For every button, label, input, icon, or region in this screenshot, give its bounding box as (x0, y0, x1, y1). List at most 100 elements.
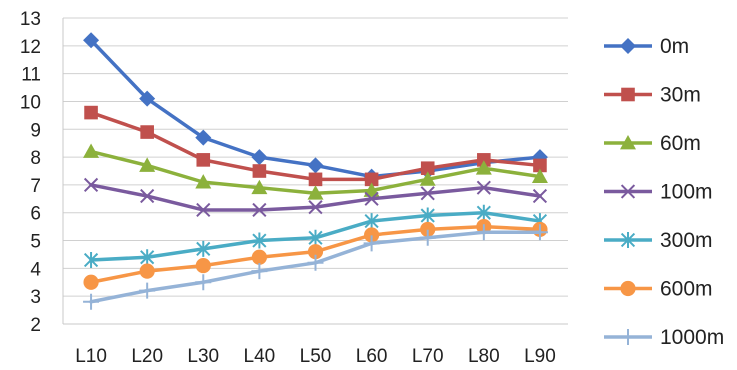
data-point (140, 125, 154, 139)
series-30m (84, 105, 547, 187)
data-point (419, 171, 436, 186)
x-tick-label: L20 (131, 346, 163, 367)
data-point (476, 204, 491, 221)
data-point (363, 235, 380, 252)
x-tick-label: L40 (244, 346, 276, 367)
data-point (139, 157, 156, 172)
data-point (364, 227, 380, 243)
data-point (195, 174, 212, 189)
data-point (420, 207, 435, 224)
data-point (251, 263, 268, 280)
data-point (364, 172, 379, 187)
axes (62, 18, 568, 325)
y-tick-label: 6 (30, 204, 41, 225)
legend: 0m 30m 60m 100m 300m 600m 1000m (604, 35, 724, 349)
legend-item: 0m (604, 35, 689, 58)
data-point (420, 186, 435, 201)
data-point (364, 213, 379, 230)
y-tick-label: 8 (30, 148, 41, 169)
data-point (307, 254, 324, 271)
data-point (139, 282, 156, 299)
data-point (307, 244, 324, 260)
data-point (420, 161, 435, 176)
x-axis-ticks: L10 L20 L30 L40 L50 L60 L70 L80 L90 (75, 346, 556, 367)
legend-label: 100m (660, 181, 713, 204)
x-tick-label: L50 (300, 346, 332, 367)
data-point (195, 257, 211, 274)
data-point (84, 105, 98, 120)
data-point (83, 32, 100, 49)
data-point (251, 249, 267, 265)
x-tick-label: L70 (412, 346, 444, 367)
data-point (196, 240, 211, 257)
data-point (83, 293, 100, 310)
data-point (533, 158, 547, 173)
data-point (195, 129, 212, 146)
x-tick-label: L10 (75, 346, 107, 367)
y-tick-label: 5 (30, 232, 41, 253)
data-point (83, 252, 99, 269)
data-point (307, 185, 324, 200)
y-tick-label: 10 (20, 92, 41, 113)
data-point (195, 274, 212, 291)
data-point (531, 168, 548, 183)
data-point (252, 202, 267, 218)
legend-item: 100m (604, 181, 713, 204)
data-point (307, 157, 324, 174)
data-point (476, 180, 491, 195)
legend-label: 30m (660, 84, 701, 107)
data-point (620, 232, 636, 248)
data-point (475, 224, 492, 241)
data-point (419, 229, 436, 246)
data-point (308, 172, 323, 187)
x-tick-label: L90 (524, 346, 556, 367)
y-tick-label: 11 (21, 65, 41, 86)
series-600m (83, 219, 548, 290)
data-point (251, 149, 268, 166)
legend-label: 1000m (660, 326, 724, 349)
data-point (83, 177, 99, 193)
data-point (620, 184, 636, 199)
y-tick-label: 4 (30, 259, 41, 280)
legend-item: 300m (604, 229, 713, 252)
data-point (308, 200, 323, 215)
legend-label: 300m (660, 229, 713, 252)
y-tick-label: 12 (20, 37, 41, 58)
x-tick-label: L80 (468, 346, 500, 367)
x-tick-label: L30 (187, 346, 219, 367)
data-point (531, 224, 548, 241)
y-axis-ticks: 2 3 4 5 6 7 8 9 10 11 12 13 (20, 9, 42, 336)
data-point (420, 221, 436, 238)
legend-item: 30m (604, 84, 701, 107)
data-point (620, 280, 636, 297)
data-point (364, 191, 379, 206)
data-point (140, 249, 155, 266)
data-point (196, 202, 211, 218)
data-point (252, 164, 267, 178)
data-point (475, 160, 492, 175)
data-point (140, 188, 155, 204)
data-point (621, 87, 635, 102)
y-tick-label: 3 (30, 287, 41, 308)
data-point (532, 188, 548, 204)
legend-item: 600m (604, 278, 713, 301)
y-tick-label: 9 (30, 120, 41, 141)
legend-label: 600m (660, 278, 713, 301)
data-point (252, 232, 267, 249)
data-point (308, 229, 323, 246)
legend-label: 60m (660, 132, 701, 155)
data-point (620, 135, 636, 150)
data-point (196, 153, 211, 167)
y-tick-label: 2 (30, 315, 41, 336)
data-point (363, 182, 380, 197)
data-point (251, 179, 268, 195)
y-tick-label: 7 (30, 176, 41, 197)
y-tick-label: 13 (20, 9, 41, 30)
data-point (620, 329, 636, 345)
series-100m (83, 177, 548, 218)
data-point (620, 38, 636, 54)
series-60m (83, 143, 548, 200)
legend-label: 0m (660, 35, 689, 58)
data-point (83, 143, 100, 158)
